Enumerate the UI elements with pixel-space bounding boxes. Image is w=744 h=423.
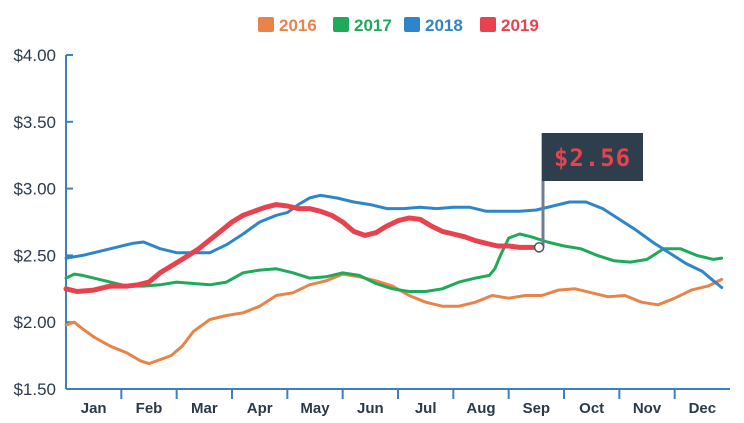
x-tick-label: Jan <box>81 400 107 417</box>
callout-box <box>542 133 643 181</box>
x-tick-label: Mar <box>191 400 218 417</box>
x-tick-label: Jul <box>415 400 437 417</box>
legend-swatch <box>333 17 349 32</box>
chart-legend: 2016 2017 2018 2019 <box>258 16 539 35</box>
legend-label: 2017 <box>354 16 392 35</box>
x-tick-label: Nov <box>633 400 662 417</box>
x-tick-label: Apr <box>247 400 273 417</box>
x-tick-label: Sep <box>523 400 551 417</box>
legend-item-2019: 2019 <box>480 16 539 35</box>
y-tick-label: $4.00 <box>13 46 56 65</box>
callout-value: $2.56 <box>554 144 631 172</box>
x-tick-label: Dec <box>689 400 717 417</box>
y-tick-label: $3.00 <box>13 180 56 199</box>
series-line-2019 <box>63 202 542 294</box>
x-tick-label: Oct <box>579 400 604 417</box>
x-tick-label: Aug <box>466 400 495 417</box>
x-tick-label: Feb <box>136 400 163 417</box>
series-line-2018 <box>64 193 724 289</box>
series-lines <box>63 193 724 366</box>
series-line-2017 <box>64 232 724 293</box>
x-tick-label: Jun <box>357 400 384 417</box>
chart-axes <box>65 54 730 399</box>
legend-swatch <box>480 17 496 32</box>
legend-swatch <box>258 17 274 32</box>
y-tick-label: $2.00 <box>13 313 56 332</box>
y-tick-label: $1.50 <box>13 380 56 399</box>
x-tick-label: May <box>300 400 330 417</box>
legend-label: 2016 <box>279 16 317 35</box>
legend-swatch <box>404 17 420 32</box>
y-tick-label: $2.50 <box>13 246 56 265</box>
price-callout: $2.56 <box>533 133 643 253</box>
legend-item-2017: 2017 <box>333 16 392 35</box>
legend-label: 2019 <box>501 16 539 35</box>
legend-item-2016: 2016 <box>258 16 317 35</box>
y-axis-ticks: $1.50 $2.00 $2.50 $3.00 $3.50 $4.00 <box>13 46 56 399</box>
x-axis-ticks: Jan Feb Mar Apr May Jun Jul Aug Sep Oct Nov Dec <box>81 400 716 417</box>
y-tick-label: $3.50 <box>13 113 56 132</box>
legend-item-2018: 2018 <box>404 16 463 35</box>
legend-label: 2018 <box>425 16 463 35</box>
callout-marker <box>533 242 545 253</box>
